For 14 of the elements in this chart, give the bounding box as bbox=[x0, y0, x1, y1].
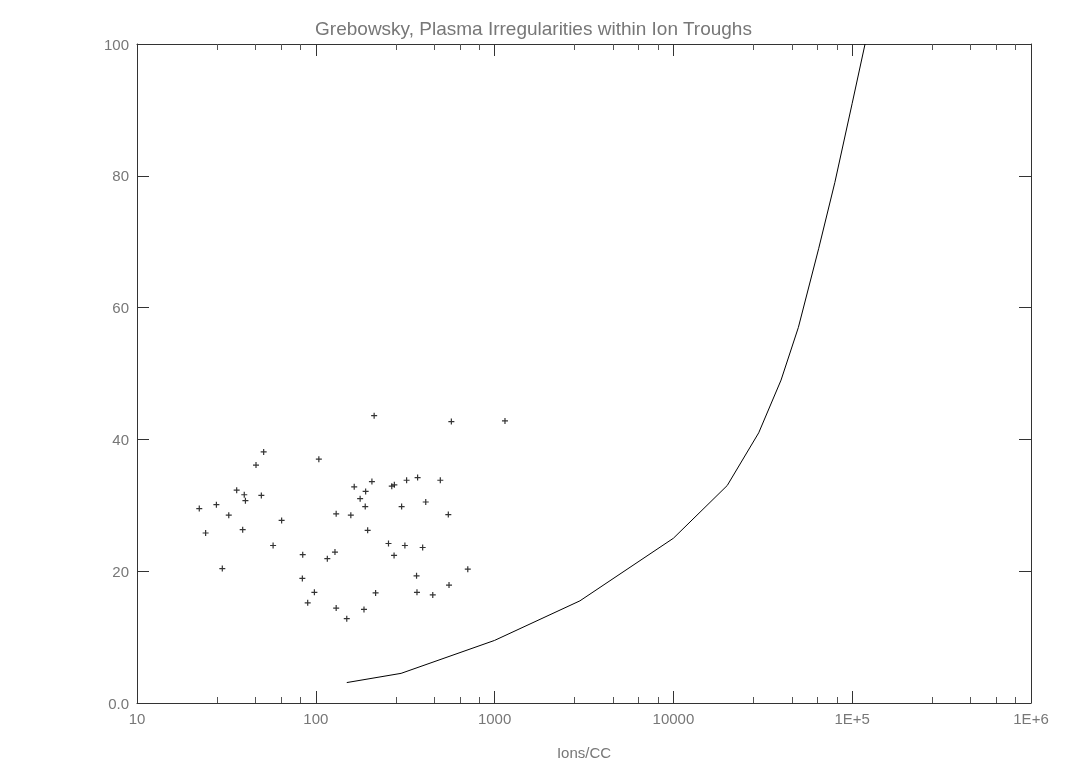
x-tick-label: 1000 bbox=[477, 710, 512, 727]
y-tick-label: 80 bbox=[112, 167, 129, 185]
x-tick-label: 1E+6 bbox=[1013, 710, 1049, 727]
chart-title: Grebowsky, Plasma Irregularities within Ion Troughs bbox=[315, 18, 752, 39]
x-tick-label: 1E+5 bbox=[834, 710, 870, 727]
x-axis-title: Ions/CC bbox=[556, 744, 612, 761]
x-tick-label: 10000 bbox=[652, 710, 695, 727]
y-tick-label: 100 bbox=[103, 35, 129, 53]
y-tick-label: 40 bbox=[112, 430, 129, 448]
y-tick-label: 0.0 bbox=[108, 694, 129, 712]
y-tick-label: 20 bbox=[112, 562, 129, 580]
x-tick-label: 10 bbox=[128, 710, 146, 727]
x-tick-label: 100 bbox=[303, 710, 329, 727]
y-tick-label: 60 bbox=[112, 299, 129, 317]
